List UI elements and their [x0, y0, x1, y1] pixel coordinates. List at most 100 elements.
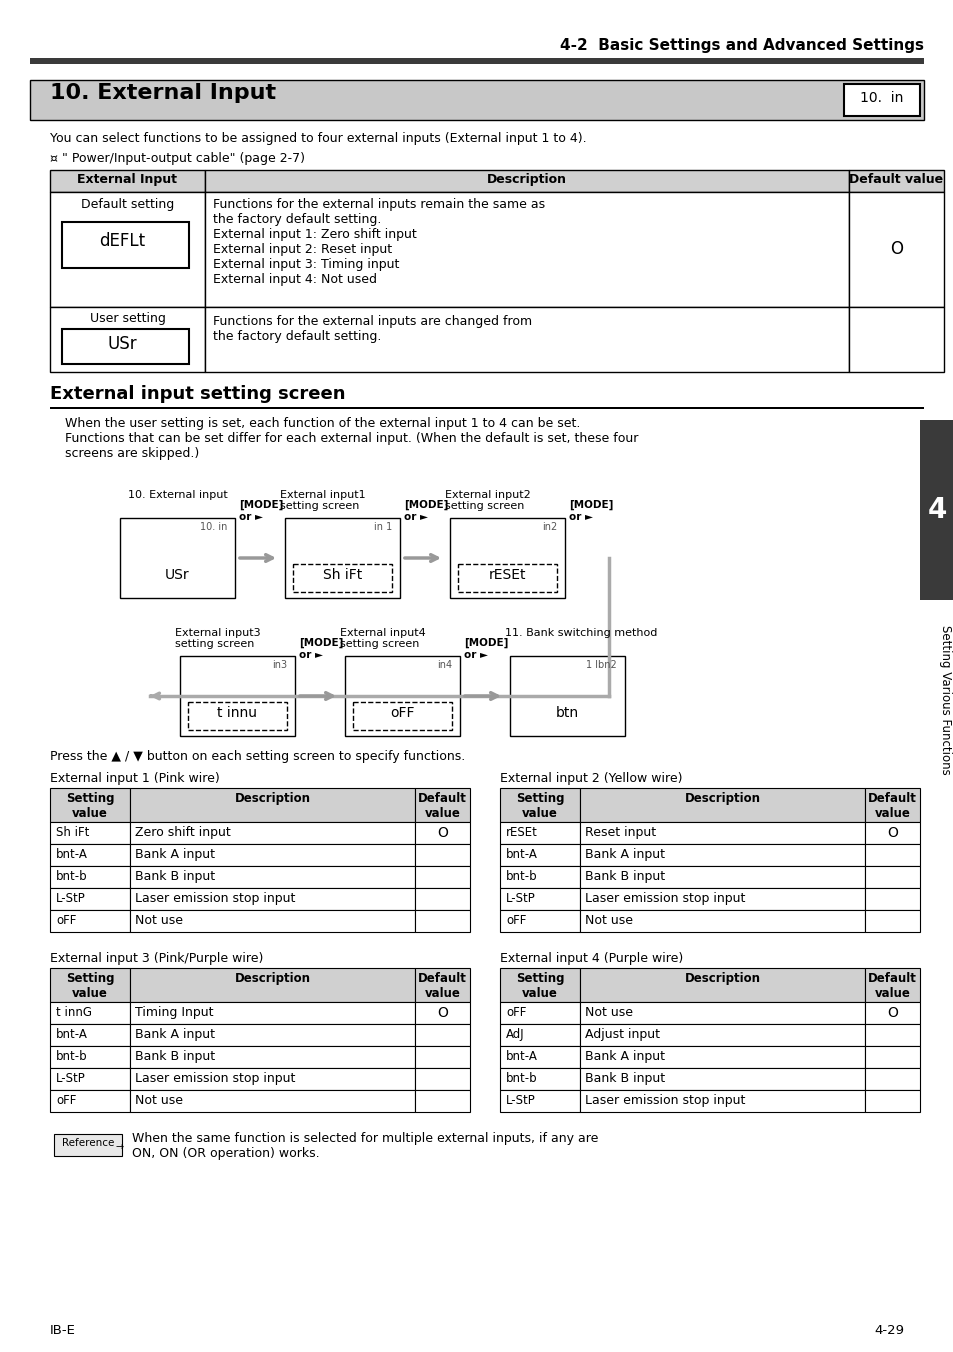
Bar	[864, 1002, 919, 1023]
Bar	[843, 84, 919, 116]
Text: When the user setting is set, each function of the external input 1 to 4 can be : When the user setting is set, each funct…	[65, 416, 638, 460]
Text: Bank B input: Bank B input	[584, 869, 664, 883]
Text: [MODE]: [MODE]	[298, 638, 343, 648]
Text: L-StP: L-StP	[56, 892, 86, 904]
Text: L-StP: L-StP	[56, 1072, 86, 1086]
Bar	[130, 1023, 415, 1046]
Text: btn: btn	[556, 706, 578, 721]
Text: External input 4 (Purple wire): External input 4 (Purple wire)	[499, 952, 682, 965]
Text: in3: in3	[272, 660, 287, 671]
Text: External Input: External Input	[77, 173, 177, 187]
Text: Functions for the external inputs are changed from
the factory default setting.: Functions for the external inputs are ch…	[213, 315, 532, 343]
Bar	[848, 170, 943, 192]
Bar	[415, 1090, 470, 1111]
Text: or ►: or ►	[403, 512, 428, 522]
Bar	[205, 170, 848, 192]
Text: Timing Input: Timing Input	[135, 1006, 213, 1019]
Bar	[499, 788, 579, 822]
Bar	[130, 1002, 415, 1023]
Bar	[499, 1023, 579, 1046]
Bar	[50, 170, 205, 192]
Bar	[50, 867, 130, 888]
Text: Laser emission stop input: Laser emission stop input	[135, 892, 295, 904]
Text: bnt-b: bnt-b	[56, 1051, 88, 1063]
Text: O: O	[886, 826, 897, 840]
Text: bnt-A: bnt-A	[56, 848, 88, 861]
Text: oFF: oFF	[56, 1094, 76, 1107]
Text: oFF: oFF	[390, 706, 415, 721]
Bar	[30, 80, 923, 120]
Bar	[864, 822, 919, 844]
Text: 11. Bank switching method: 11. Bank switching method	[504, 627, 657, 638]
Text: When the same function is selected for multiple external inputs, if any are
ON, : When the same function is selected for m…	[132, 1132, 598, 1160]
Text: oFF: oFF	[505, 914, 526, 927]
Text: Setting
value: Setting value	[66, 972, 114, 1000]
Bar	[415, 1068, 470, 1090]
Text: Bank B input: Bank B input	[135, 1051, 214, 1063]
Bar	[205, 192, 848, 307]
Bar	[50, 1090, 130, 1111]
Text: [MODE]: [MODE]	[568, 500, 613, 510]
Text: User setting: User setting	[90, 312, 165, 324]
Text: 4: 4	[926, 496, 945, 525]
Text: Setting
value: Setting value	[516, 972, 563, 1000]
Bar	[50, 307, 205, 372]
Bar	[415, 910, 470, 932]
Bar	[864, 1023, 919, 1046]
Bar	[579, 888, 864, 910]
Text: Default
value: Default value	[417, 972, 466, 1000]
Text: Zero shift input: Zero shift input	[135, 826, 231, 840]
Bar	[293, 564, 392, 592]
Text: L-StP: L-StP	[505, 1094, 536, 1107]
Bar	[864, 867, 919, 888]
Text: External input1: External input1	[280, 489, 365, 500]
Text: Description: Description	[684, 792, 760, 804]
Bar	[499, 1046, 579, 1068]
Text: oFF: oFF	[505, 1006, 526, 1019]
Text: 10. External input: 10. External input	[128, 489, 227, 500]
Bar	[579, 844, 864, 867]
Bar	[499, 1068, 579, 1090]
Text: Bank A input: Bank A input	[584, 1051, 664, 1063]
Bar	[864, 910, 919, 932]
Bar	[579, 867, 864, 888]
Text: Sh iFt: Sh iFt	[322, 568, 362, 581]
Bar	[205, 307, 848, 372]
Text: Default
value: Default value	[417, 792, 466, 821]
Bar	[130, 1090, 415, 1111]
Bar	[579, 968, 864, 1002]
Bar	[50, 192, 205, 307]
Bar	[864, 1090, 919, 1111]
Bar	[130, 844, 415, 867]
Bar	[130, 1068, 415, 1090]
Text: ¤ " Power/Input-output cable" (page 2-7): ¤ " Power/Input-output cable" (page 2-7)	[50, 151, 305, 165]
Text: in2: in2	[541, 522, 557, 531]
Text: O: O	[436, 1006, 448, 1019]
Text: AdJ: AdJ	[505, 1028, 524, 1041]
Text: Default
value: Default value	[867, 792, 916, 821]
Bar	[130, 888, 415, 910]
Bar	[130, 968, 415, 1002]
Text: [MODE]: [MODE]	[239, 500, 283, 510]
Text: bnt-A: bnt-A	[56, 1028, 88, 1041]
Bar	[499, 1002, 579, 1023]
Text: 1 lbn2: 1 lbn2	[586, 660, 617, 671]
Text: External input setting screen: External input setting screen	[50, 385, 345, 403]
Bar	[50, 910, 130, 932]
Text: O: O	[886, 1006, 897, 1019]
Text: Description: Description	[234, 792, 310, 804]
Text: External input 1 (Pink wire): External input 1 (Pink wire)	[50, 772, 219, 786]
Bar	[50, 844, 130, 867]
Text: Not use: Not use	[584, 1006, 633, 1019]
Bar	[415, 1046, 470, 1068]
Bar	[864, 888, 919, 910]
Text: Not use: Not use	[584, 914, 633, 927]
Bar	[499, 822, 579, 844]
Text: setting screen: setting screen	[280, 502, 359, 511]
Text: t innu: t innu	[217, 706, 257, 721]
Text: or ►: or ►	[298, 650, 323, 660]
Bar	[499, 844, 579, 867]
Text: External input3: External input3	[174, 627, 260, 638]
Text: Bank A input: Bank A input	[135, 1028, 214, 1041]
Bar	[50, 788, 130, 822]
